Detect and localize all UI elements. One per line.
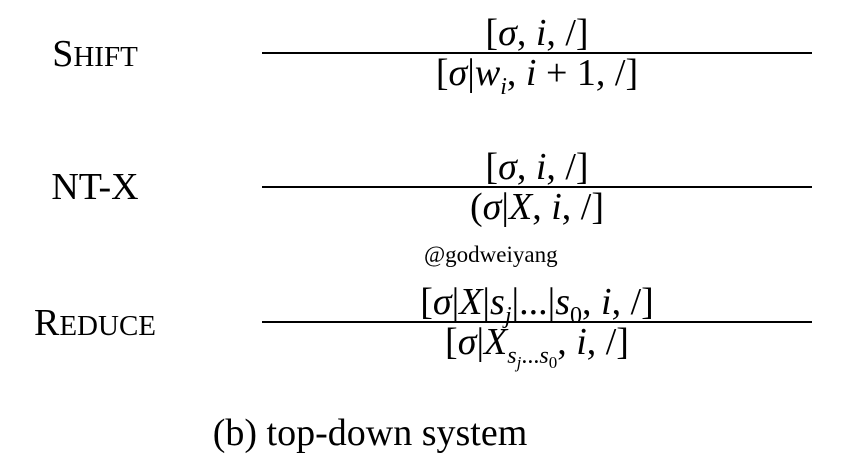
reduce-inference: [σ|X|sj|...|s0, i, /] [σ|Xsj...s0, i, /] xyxy=(262,281,812,372)
rule-name-nt-x: NT-X xyxy=(51,166,139,208)
nt-x-rule: NT-X [σ, i, /] (σ|X, i, /] xyxy=(0,0,845,226)
shift-conclusion: [σ|wi, i + 1, /] xyxy=(435,52,639,100)
nt-x-premise: [σ, i, /] xyxy=(485,146,589,188)
reduce-conclusion: [σ|Xsj...s0, i, /] xyxy=(445,321,629,372)
rule-name-shift: SHIFT xyxy=(52,33,138,75)
nt-x-inference: [σ, i, /] (σ|X, i, /] xyxy=(262,148,812,226)
inference-line xyxy=(262,321,812,323)
watermark: @godweiyang xyxy=(424,242,558,267)
shift-inference: [σ, i, /] [σ|wi, i + 1, /] xyxy=(262,12,812,100)
rule-name-reduce: REDUCE xyxy=(33,302,157,344)
reduce-rule: REDUCE [σ|X|sj|...|s0, i, /] [σ|Xsj...s0… xyxy=(0,0,845,371)
shift-premise: [σ, i, /] xyxy=(485,12,589,54)
inference-line xyxy=(262,52,812,54)
nt-x-conclusion: (σ|X, i, /] xyxy=(469,186,604,228)
reduce-premise: [σ|X|sj|...|s0, i, /] xyxy=(420,281,654,329)
shift-rule: SHIFT [σ, i, /] [σ|wi, i + 1, /] xyxy=(0,0,845,110)
figure-caption: (b) top-down system xyxy=(212,412,528,454)
inference-line xyxy=(262,186,812,188)
